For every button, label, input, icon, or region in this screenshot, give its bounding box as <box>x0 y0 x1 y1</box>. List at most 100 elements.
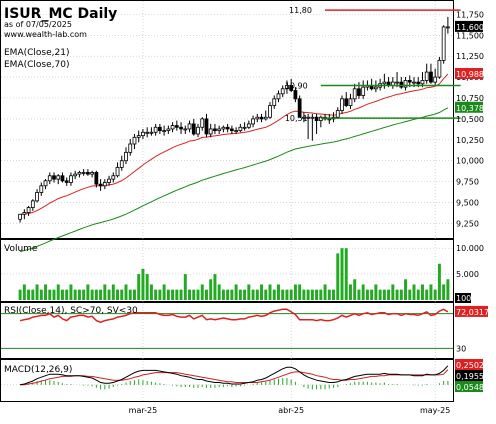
candle-body <box>145 131 150 134</box>
candle-body <box>251 118 255 125</box>
candle-body <box>399 81 404 88</box>
volume-bar <box>158 289 162 300</box>
macd-badge-bg <box>455 370 483 381</box>
candle-body <box>107 178 111 183</box>
volume-tick-label: 5.000 <box>456 270 479 279</box>
candle-body <box>90 172 94 175</box>
volume-bar <box>332 289 336 300</box>
candle-body <box>77 172 82 175</box>
candle-body <box>221 126 226 130</box>
price-tick-label: 9,750 <box>456 178 479 187</box>
volume-bar <box>77 289 81 300</box>
volume-bar <box>247 284 251 300</box>
volume-tick-label: 10.000 <box>456 244 484 253</box>
candle-body <box>225 126 230 130</box>
price-overlays: 11,80 10,90 10,51 <box>285 6 461 123</box>
price-tick-label: 11,250 <box>456 52 484 61</box>
x-tick-label: mar-25 <box>129 406 158 415</box>
as-of-date: as of 07/05/2025 <box>4 20 72 29</box>
price-tick-label: 10,250 <box>456 136 484 145</box>
candle-body <box>263 116 268 120</box>
volume-bar <box>162 284 166 300</box>
ema21-label: EMA(Close,21) <box>4 48 69 58</box>
volume-bar <box>48 289 52 300</box>
candle-body <box>301 116 306 119</box>
rsi-badge-bg <box>455 305 488 317</box>
price-badge-bg <box>455 101 483 113</box>
candle-body <box>174 125 179 128</box>
volume-bar <box>188 289 192 300</box>
candle-body <box>119 160 124 168</box>
volume-bar <box>116 289 120 300</box>
price-badge-bg <box>455 68 483 80</box>
macd-line <box>20 365 449 386</box>
volume-bar <box>94 289 98 300</box>
macd-label: MACD(12,26,9) <box>4 365 72 375</box>
candle-body <box>357 88 361 96</box>
volume-bar <box>196 289 200 300</box>
candle-body <box>22 212 27 215</box>
macd-badge: 0,1955 <box>456 372 484 381</box>
volume-bar <box>251 289 255 300</box>
candle-body <box>43 180 48 187</box>
volume-bar <box>99 289 103 300</box>
candle-body <box>412 81 416 84</box>
candle-body <box>47 175 52 182</box>
volume-bar <box>27 289 31 300</box>
volume-bar <box>420 284 424 300</box>
x-tick-label: may-25 <box>420 406 450 415</box>
volume-bar <box>171 289 175 300</box>
volume-bar <box>179 289 183 300</box>
price-tick-label: 11,500 <box>456 31 484 40</box>
volume-bar <box>243 289 247 300</box>
axis-labels: mar-25abr-25may-2511,75011,50011,25011,0… <box>129 10 489 415</box>
candle-body <box>344 98 349 106</box>
volume-bar <box>145 274 149 300</box>
candle-body <box>441 26 446 61</box>
candle-body <box>200 118 205 128</box>
volume-bar <box>166 289 170 300</box>
ema70-line <box>19 107 449 253</box>
volume-bar <box>86 284 90 300</box>
volume-bar <box>128 289 132 300</box>
candle-body <box>149 131 154 134</box>
candle-body <box>255 116 260 120</box>
volume-bar <box>31 289 35 300</box>
volume-bar <box>234 284 238 300</box>
volume-bar <box>353 279 357 300</box>
reference-line-label: 10,90 <box>285 81 308 90</box>
volume-bars <box>18 248 450 300</box>
candle-body <box>268 105 272 118</box>
candle-body <box>157 126 162 132</box>
candle-body <box>395 81 399 84</box>
volume-bar <box>395 289 399 300</box>
candle-body <box>56 175 61 180</box>
volume-bar <box>149 284 153 300</box>
candle-body <box>246 123 251 128</box>
price-candles <box>18 16 450 253</box>
candle-body <box>115 167 120 177</box>
volume-bar <box>192 289 196 300</box>
volume-bar <box>56 284 60 300</box>
volume-bar <box>35 284 39 300</box>
candle-body <box>94 172 99 185</box>
candle-body <box>204 118 209 135</box>
candle-body <box>64 180 69 183</box>
volume-bar <box>399 289 403 300</box>
candle-body <box>217 128 222 132</box>
volume-bar <box>408 289 412 300</box>
candle-body <box>39 185 44 193</box>
price-badge-bg <box>455 20 483 32</box>
candle-body <box>162 130 167 133</box>
volume-bar <box>348 284 352 300</box>
volume-bar <box>204 289 208 300</box>
volume-bar <box>387 289 391 300</box>
price-tick-label: 10,500 <box>456 115 484 124</box>
reference-line-label: 10,51 <box>285 114 308 123</box>
candle-body <box>352 88 357 100</box>
volume-bar <box>374 284 378 300</box>
volume-bar <box>69 284 73 300</box>
candle-body <box>196 126 200 135</box>
volume-bar <box>446 279 450 300</box>
